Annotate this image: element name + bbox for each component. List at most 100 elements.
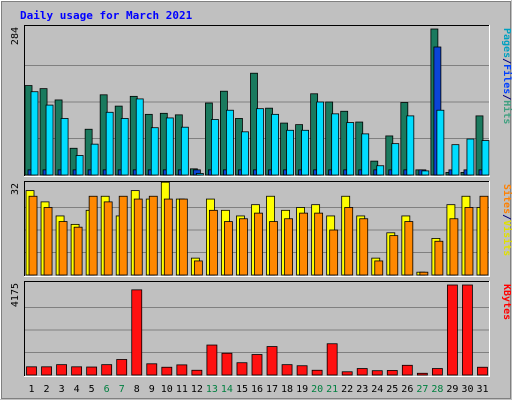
bar-visits-sites-day-25 xyxy=(389,235,399,276)
x-tick-label-20: 20 xyxy=(311,384,323,395)
bar-kbytes-kbytes-day-8 xyxy=(131,289,143,376)
legend-entry: Visits xyxy=(501,220,512,256)
x-tick-label-6: 6 xyxy=(104,384,110,395)
bar-hits-pages-day-23 xyxy=(361,133,370,176)
x-tick-label-5: 5 xyxy=(89,384,95,395)
legend-kbytes: KBytes xyxy=(501,284,512,320)
bar-hits-pages-day-22 xyxy=(346,122,355,176)
bar-hits-pages-day-9 xyxy=(150,127,159,176)
bar-visits-sites-day-27 xyxy=(419,271,429,276)
bar-hits-pages-day-20 xyxy=(316,101,325,176)
x-tick-label-17: 17 xyxy=(266,384,278,395)
bar-hits-pages-day-1 xyxy=(30,91,39,176)
bar-visits-sites-day-23 xyxy=(359,218,369,276)
bar-hits-pages-day-31 xyxy=(481,140,490,176)
bar-visits-sites-day-31 xyxy=(479,195,489,276)
legend-entry: Sites xyxy=(501,184,512,214)
bar-kbytes-kbytes-day-2 xyxy=(41,366,52,376)
bar-kbytes-kbytes-day-11 xyxy=(176,364,188,376)
bar-kbytes-kbytes-day-27 xyxy=(416,372,428,376)
bar-kbytes-kbytes-day-21 xyxy=(326,343,338,376)
bar-kbytes-kbytes-day-9 xyxy=(146,363,158,376)
bar-kbytes-kbytes-day-29 xyxy=(447,284,458,376)
bar-kbytes-kbytes-day-22 xyxy=(341,371,353,376)
x-tick-label-24: 24 xyxy=(371,384,383,395)
bar-hits-pages-day-25 xyxy=(391,143,400,176)
bar-visits-sites-day-4 xyxy=(73,226,83,276)
bar-hits-pages-day-13 xyxy=(211,119,219,176)
x-tick-label-15: 15 xyxy=(236,384,248,395)
bar-hits-pages-day-28 xyxy=(436,109,445,176)
legend-hits: Pages/Files/Hits xyxy=(501,28,512,124)
legend-entry: Pages xyxy=(501,28,512,58)
x-tick-label-9: 9 xyxy=(149,384,155,395)
bar-hits-pages-day-19 xyxy=(301,129,309,176)
bar-hits-pages-day-18 xyxy=(286,129,294,176)
bar-visits-sites-day-15 xyxy=(239,218,248,276)
bar-visits-sites-day-19 xyxy=(299,212,308,276)
x-tick-label-8: 8 xyxy=(134,384,140,395)
bar-hits-pages-day-8 xyxy=(135,98,144,176)
bar-kbytes-kbytes-day-23 xyxy=(356,368,368,376)
bar-hits-pages-day-6 xyxy=(105,111,114,176)
bar-visits-sites-day-30 xyxy=(464,207,474,276)
legend-entry: / xyxy=(501,214,512,220)
x-tick-label-1: 1 xyxy=(29,384,35,395)
bar-hits-pages-day-30 xyxy=(466,138,475,176)
bar-hits-pages-day-21 xyxy=(331,113,340,176)
bar-kbytes-kbytes-day-16 xyxy=(251,354,263,376)
panel-visits: 32 Sites/Visits xyxy=(10,181,512,277)
bar-visits-sites-day-24 xyxy=(374,260,384,276)
bar-visits-sites-day-21 xyxy=(329,229,339,276)
bar-visits-sites-day-1 xyxy=(28,195,38,276)
bar-visits-sites-day-6 xyxy=(103,201,113,276)
bar-visits-sites-day-18 xyxy=(284,218,293,276)
bar-kbytes-kbytes-day-18 xyxy=(281,364,293,376)
bar-visits-sites-day-8 xyxy=(133,198,143,276)
bar-kbytes-kbytes-day-25 xyxy=(386,370,398,376)
x-tick-label-13: 13 xyxy=(206,384,218,395)
x-tick-label-3: 3 xyxy=(59,384,65,395)
x-tick-label-11: 11 xyxy=(176,384,188,395)
bar-kbytes-kbytes-day-28 xyxy=(431,368,443,376)
x-tick-label-22: 22 xyxy=(341,384,353,395)
bar-visits-sites-day-7 xyxy=(118,195,128,276)
bar-hits-pages-day-27 xyxy=(421,170,430,176)
x-tick-label-25: 25 xyxy=(386,384,398,395)
x-tick-label-21: 21 xyxy=(326,384,338,395)
x-tick-label-19: 19 xyxy=(296,384,308,395)
legend-visits: Sites/Visits xyxy=(501,184,512,256)
bar-hits-pages-day-15 xyxy=(241,131,249,176)
bar-kbytes-kbytes-day-5 xyxy=(86,366,98,376)
bar-hits-pages-day-11 xyxy=(180,126,189,176)
bar-hits-pages-day-3 xyxy=(60,118,69,176)
bar-kbytes-kbytes-day-6 xyxy=(101,364,113,376)
legend-entry: Files xyxy=(501,64,512,94)
x-axis: 1 2 3 4 5 6 7 8 9 10 11 12 13 14 15 16 17 18 19 20 21 22 23 24 2… xyxy=(29,384,489,395)
chart-title: Daily usage for March 2021 xyxy=(20,9,193,22)
bar-kbytes-kbytes-day-12 xyxy=(191,369,203,376)
panel-kbytes: 4175 KBytes xyxy=(10,281,512,377)
x-tick-label-18: 18 xyxy=(281,384,293,395)
bar-hits-pages-day-10 xyxy=(165,117,174,176)
bar-visits-sites-day-11 xyxy=(178,198,188,276)
bar-hits-pages-day-29 xyxy=(451,144,460,176)
bar-hits-pages-day-2 xyxy=(45,104,54,176)
bar-hits-pages-day-7 xyxy=(120,118,129,176)
x-tick-label-29: 29 xyxy=(446,384,458,395)
bar-kbytes-kbytes-day-3 xyxy=(56,364,67,376)
bar-kbytes-kbytes-day-17 xyxy=(266,346,278,376)
bar-kbytes-kbytes-day-26 xyxy=(401,364,413,376)
bar-hits-pages-day-24 xyxy=(376,165,385,176)
x-tick-label-12: 12 xyxy=(191,384,203,395)
bar-visits-sites-day-17 xyxy=(269,221,278,276)
bar-visits-sites-day-16 xyxy=(254,212,263,276)
bar-kbytes-kbytes-day-15 xyxy=(236,362,248,376)
bar-visits-sites-day-3 xyxy=(58,221,68,276)
x-tick-label-10: 10 xyxy=(161,384,173,395)
bar-visits-sites-day-10 xyxy=(163,198,173,276)
bar-visits-sites-day-2 xyxy=(43,207,53,276)
x-tick-label-31: 31 xyxy=(476,384,488,395)
